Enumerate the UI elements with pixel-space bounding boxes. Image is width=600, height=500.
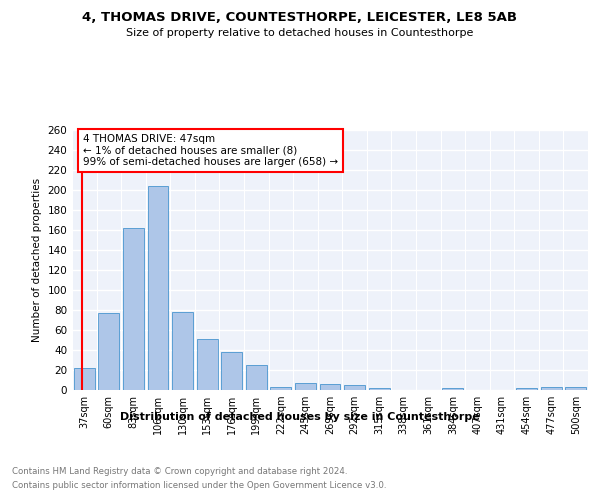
Y-axis label: Number of detached properties: Number of detached properties — [32, 178, 42, 342]
Bar — [123, 228, 144, 390]
Bar — [172, 312, 193, 390]
Bar — [271, 387, 292, 390]
Text: Contains public sector information licensed under the Open Government Licence v3: Contains public sector information licen… — [12, 481, 386, 490]
Text: Contains HM Land Registry data © Crown copyright and database right 2024.: Contains HM Land Registry data © Crown c… — [12, 468, 347, 476]
Bar — [197, 339, 218, 390]
Bar — [442, 388, 463, 390]
Bar — [320, 384, 340, 390]
Text: Size of property relative to detached houses in Countesthorpe: Size of property relative to detached ho… — [127, 28, 473, 38]
Bar — [74, 368, 95, 390]
Bar — [541, 387, 562, 390]
Bar — [98, 313, 119, 390]
Text: 4, THOMAS DRIVE, COUNTESTHORPE, LEICESTER, LE8 5AB: 4, THOMAS DRIVE, COUNTESTHORPE, LEICESTE… — [83, 11, 517, 24]
Bar — [148, 186, 169, 390]
Bar — [246, 365, 267, 390]
Bar — [221, 352, 242, 390]
Bar — [295, 383, 316, 390]
Bar — [344, 385, 365, 390]
Text: 4 THOMAS DRIVE: 47sqm
← 1% of detached houses are smaller (8)
99% of semi-detach: 4 THOMAS DRIVE: 47sqm ← 1% of detached h… — [83, 134, 338, 167]
Bar — [565, 387, 586, 390]
Bar — [516, 388, 537, 390]
Text: Distribution of detached houses by size in Countesthorpe: Distribution of detached houses by size … — [120, 412, 480, 422]
Bar — [368, 388, 389, 390]
